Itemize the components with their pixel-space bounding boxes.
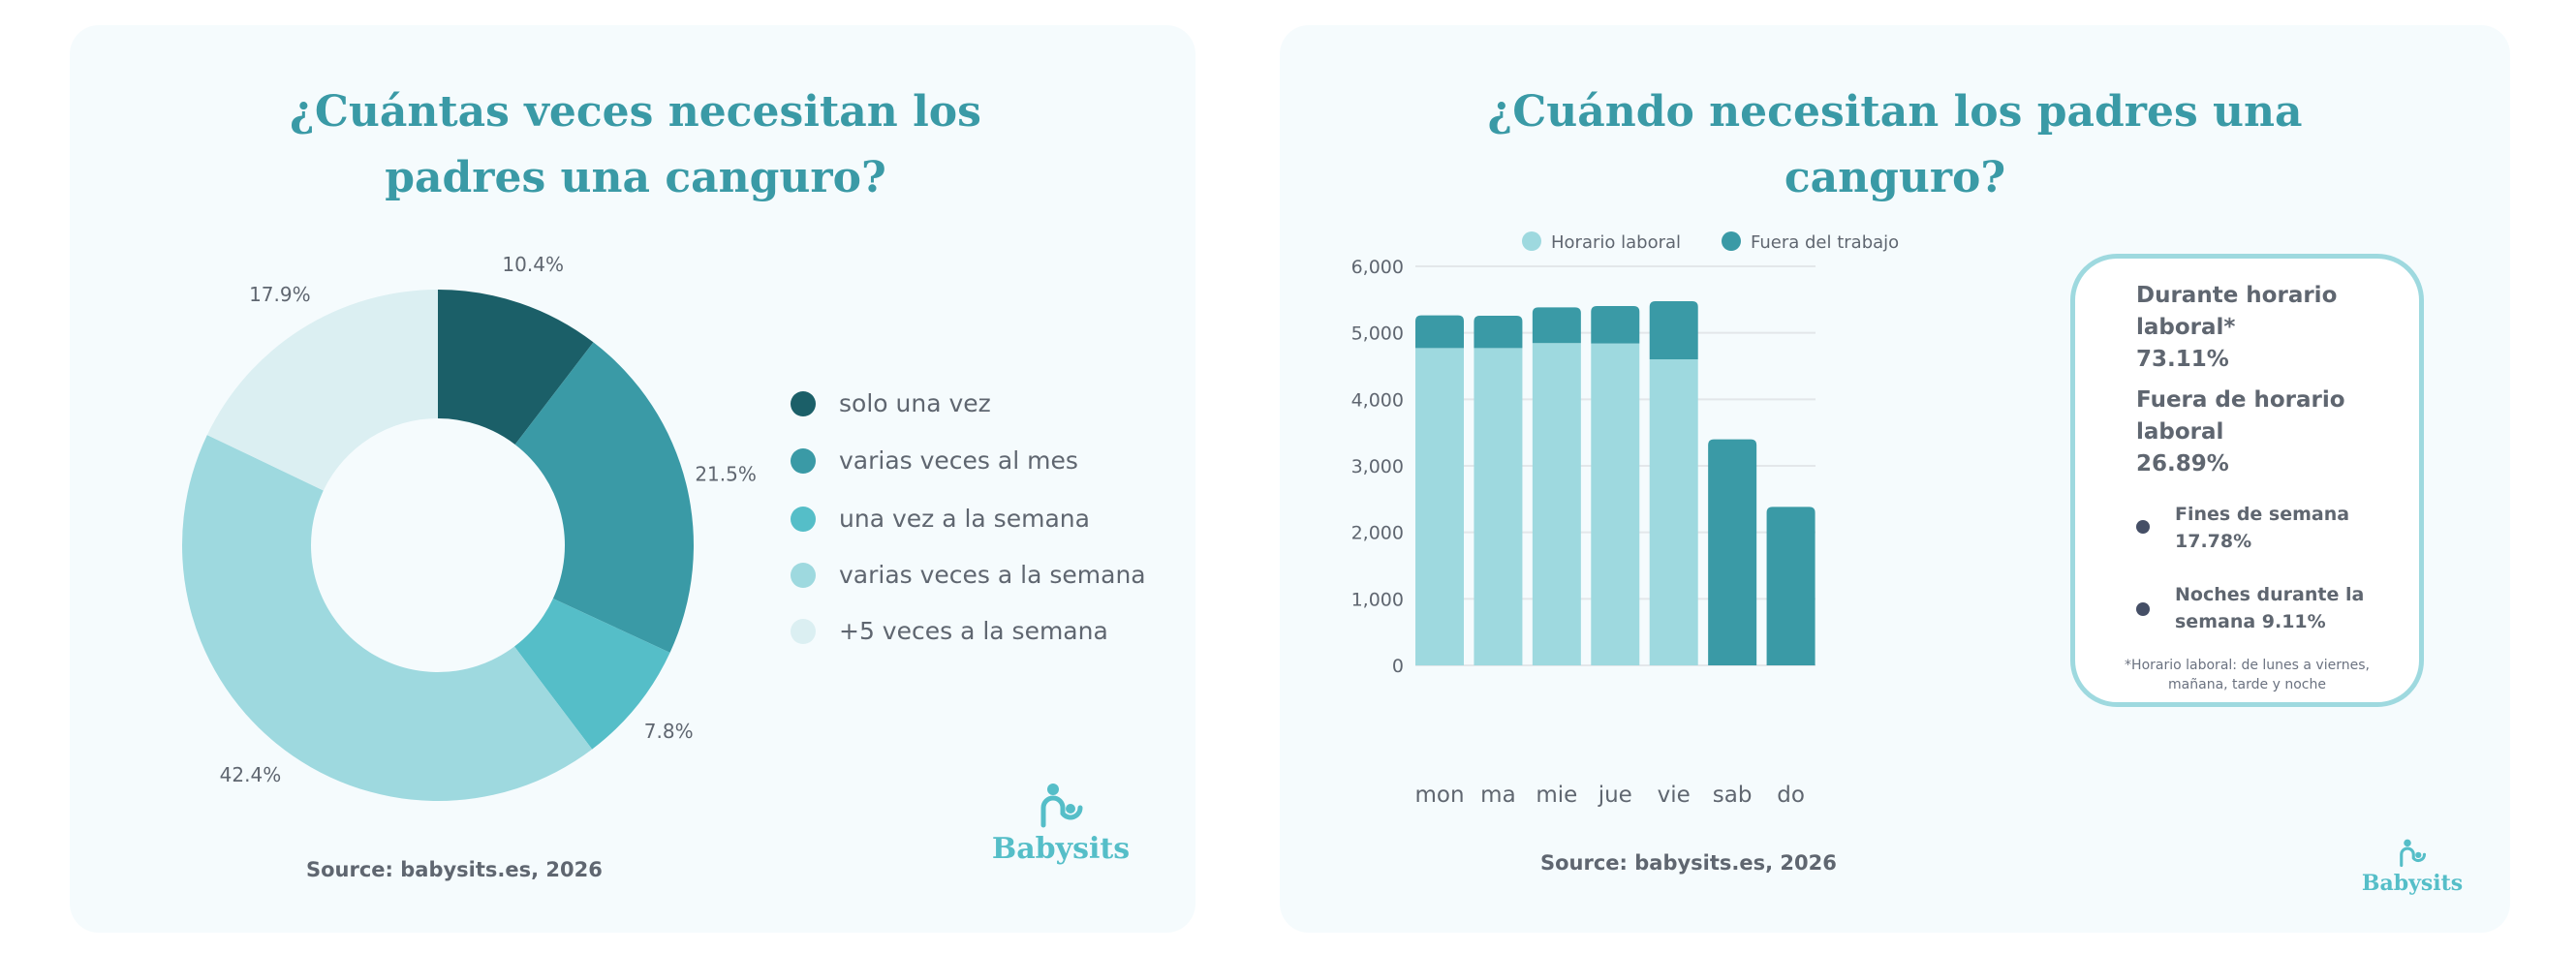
legend-item: una vez a la semana — [791, 505, 1090, 533]
stats-box: Durante horario laboral* 73.11% Fuera de… — [2070, 254, 2424, 707]
legend-label: Fuera del trabajo — [1751, 232, 1899, 253]
donut-slice — [438, 290, 594, 445]
legend-label: varias veces a la semana — [839, 561, 1146, 589]
y-tick-label: 4,000 — [1351, 389, 1404, 411]
bar-segment — [1415, 348, 1464, 665]
y-tick-label: 1,000 — [1351, 589, 1404, 610]
bar-segment — [1649, 358, 1698, 665]
bullet-icon — [2136, 602, 2150, 616]
source-text: Source: babysits.es, 2026 — [1540, 851, 1837, 875]
legend-label: solo una vez — [839, 389, 991, 417]
donut-slice — [206, 290, 438, 491]
legend-swatch — [791, 390, 816, 416]
legend-item: varias veces a la semana — [791, 561, 1146, 589]
bullet-icon — [2136, 520, 2150, 534]
x-tick-label: jue — [1598, 783, 1632, 808]
bar-segment — [1708, 439, 1757, 665]
babysits-logo: Babysits — [988, 783, 1133, 866]
during-value: 73.11% — [2136, 347, 2229, 372]
babysits-logo: Babysits — [2354, 839, 2470, 895]
title-line-2: canguro? — [1784, 153, 2006, 202]
bar-segment — [1766, 507, 1816, 665]
legend-swatch — [1522, 231, 1541, 251]
y-tick-label: 2,000 — [1351, 523, 1404, 544]
babysits-logo-icon — [2400, 839, 2427, 868]
legend-swatch — [791, 447, 816, 474]
x-tick-label: do — [1777, 783, 1805, 808]
title-line-2: padres una canguro? — [385, 153, 886, 202]
donut-slice — [514, 342, 695, 653]
title-line-1: ¿Cuántas veces necesitan los — [290, 87, 981, 137]
donut-slice — [513, 599, 670, 750]
footnote: *Horario laboral: de lunes a viernes, ma… — [2125, 658, 2370, 692]
legend-swatch — [791, 618, 816, 644]
logo-text: Babysits — [2361, 871, 2464, 896]
donut-data-label: 21.5% — [695, 463, 757, 486]
legend-item: +5 veces a la semana — [791, 617, 1108, 645]
babysits-logo-icon — [1040, 784, 1083, 828]
bar-segment — [1532, 343, 1581, 665]
nights-label: Noches durante la semana 9.11% — [2175, 584, 2365, 632]
legend-label: varias veces al mes — [839, 446, 1078, 475]
bar-segment — [1591, 305, 1640, 344]
legend-item: solo una vez — [791, 389, 991, 417]
y-tick-label: 6,000 — [1351, 257, 1404, 278]
outside-label: Fuera de horario laboral — [2136, 387, 2345, 445]
bar-segment — [1474, 348, 1523, 665]
legend-swatch — [791, 562, 816, 588]
x-tick-label: mie — [1536, 783, 1577, 808]
legend-label: +5 veces a la semana — [839, 617, 1108, 645]
donut-chart-title: ¿Cuántas veces necesitan los padres una … — [145, 79, 1126, 211]
legend-swatch — [791, 506, 816, 532]
donut-chart: 10.4% 21.5% 7.8% 42.4% 17.9% — [181, 253, 757, 802]
title-line-1: ¿Cuándo necesitan los padres una — [1487, 87, 2303, 137]
donut-slice — [181, 435, 593, 802]
x-tick-label: ma — [1480, 783, 1516, 808]
legend-swatch — [1722, 231, 1741, 251]
bar-segment — [1649, 300, 1698, 359]
outside-value: 26.89% — [2136, 451, 2229, 476]
weekends-label: Fines de semana 17.78% — [2175, 504, 2350, 552]
bar-segment — [1532, 307, 1581, 344]
y-tick-label: 5,000 — [1351, 323, 1404, 345]
x-tick-label: vie — [1658, 783, 1691, 808]
logo-text: Babysits — [991, 832, 1131, 866]
donut-data-label: 10.4% — [502, 253, 564, 276]
bar-segment — [1415, 315, 1464, 349]
bar-chart-title: ¿Cuándo necesitan los padres una canguro… — [1280, 79, 2510, 211]
x-tick-label: mon — [1414, 783, 1464, 808]
donut-data-label: 17.9% — [249, 283, 311, 306]
bar-segment — [1474, 316, 1523, 349]
during-label: Durante horario laboral* — [2136, 283, 2338, 340]
donut-data-label: 42.4% — [220, 763, 282, 786]
donut-data-label: 7.8% — [644, 720, 694, 743]
legend-label: Horario laboral — [1551, 232, 1681, 253]
bar-segment — [1591, 343, 1640, 665]
y-tick-label: 0 — [1392, 656, 1404, 677]
source-text: Source: babysits.es, 2026 — [306, 858, 603, 881]
legend-label: una vez a la semana — [839, 505, 1090, 533]
x-tick-label: sab — [1713, 783, 1753, 808]
legend-item: varias veces al mes — [791, 446, 1078, 475]
y-tick-label: 3,000 — [1351, 456, 1404, 477]
